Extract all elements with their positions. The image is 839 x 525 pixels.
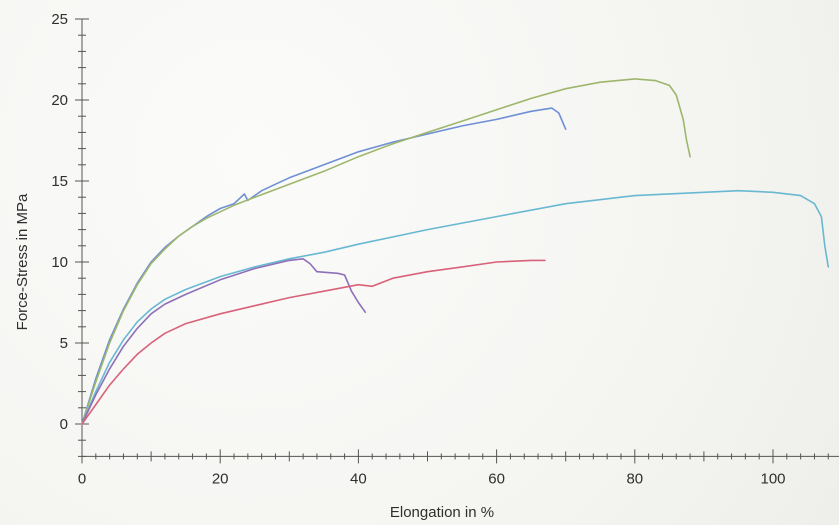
x-axis-title: Elongation in %: [390, 504, 494, 521]
y-tick-label: 10: [51, 254, 68, 271]
x-tick-label: 80: [626, 470, 643, 487]
series-line-5: [81, 259, 546, 425]
y-tick-label: 20: [51, 92, 68, 109]
series-line-2: [81, 78, 691, 425]
y-tick-label: 15: [51, 173, 68, 190]
series-group: [81, 78, 830, 425]
axes: 0 5 10 15 20 25 0 20 40 60 80 100: [51, 11, 839, 487]
x-tick-label: 0: [78, 470, 86, 487]
x-tick-label: 100: [760, 470, 785, 487]
y-tick-label: 0: [60, 416, 68, 433]
y-tick-label: 25: [51, 11, 68, 28]
y-axis-title: Force-Stress in MPa: [14, 193, 31, 330]
series-line-3: [81, 189, 830, 425]
x-tick-label: 40: [350, 470, 367, 487]
series-line-4: [81, 258, 367, 425]
series-line-1: [81, 107, 567, 425]
y-tick-label: 5: [60, 335, 68, 352]
x-tick-label: 20: [212, 470, 229, 487]
x-tick-label: 60: [488, 470, 505, 487]
axis-labels: Elongation in % Force-Stress in MPa: [14, 193, 494, 521]
